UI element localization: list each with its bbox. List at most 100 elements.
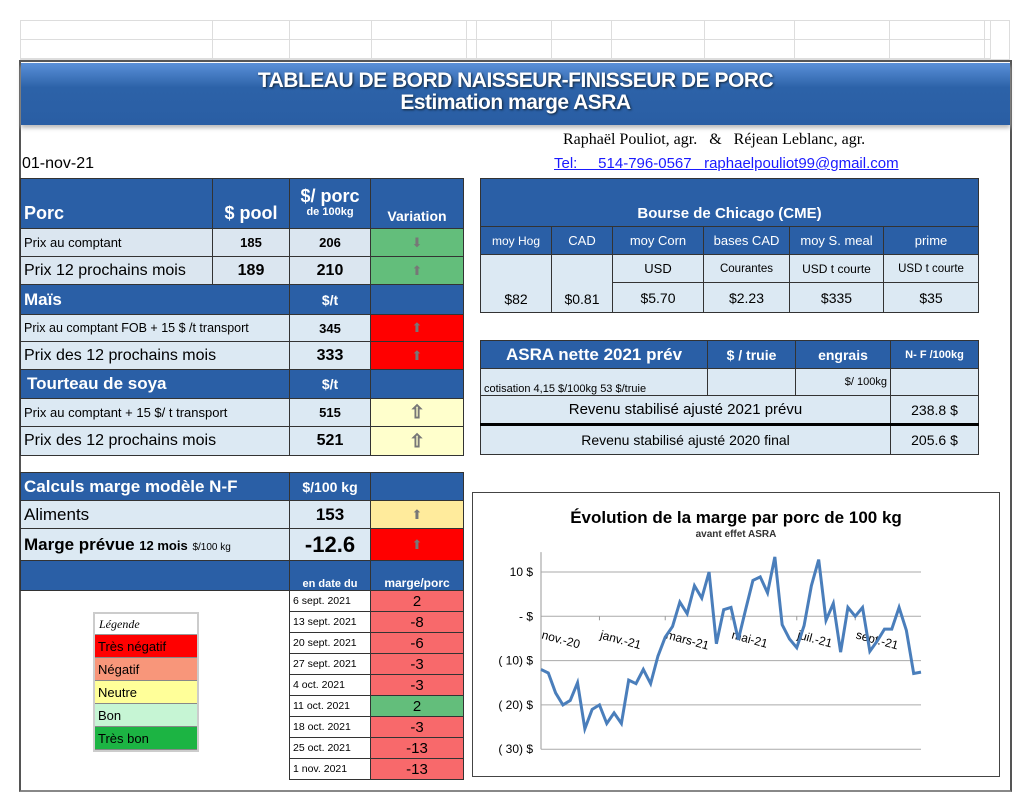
history-marge: -6	[370, 632, 464, 654]
porc-price-sub: de 100kg	[306, 205, 354, 218]
cotisation-text: cotisation 4,15 $/100kg 53 $/truie	[480, 368, 708, 396]
mais-header: Maïs	[20, 284, 290, 315]
marge-prevue-value: -12.6	[289, 528, 371, 561]
empty-cell	[370, 284, 464, 315]
truie-header: $ / truie	[707, 340, 796, 369]
chart-subtitle: avant effet ASRA	[696, 529, 777, 540]
history-row: 27 sept. 2021 -3	[20, 653, 464, 675]
bases-value: $2.23	[703, 282, 790, 313]
marge-unit: $/100 kg	[289, 472, 371, 501]
page-subtitle: Estimation marge ASRA	[400, 91, 631, 114]
history-date: 27 sept. 2021	[289, 653, 371, 675]
history-marge: -13	[370, 758, 464, 780]
empty-cell	[20, 590, 290, 612]
empty-cell	[370, 472, 464, 501]
marge-table: Calculs marge modèle N-F $/100 kg Aliment…	[20, 472, 464, 780]
contact-link[interactable]: Tel: 514-796-0567 raphaelpouliot99@gmail…	[554, 155, 899, 172]
pool-value: 185	[212, 228, 290, 257]
y-tick-label: ( 20) $	[498, 698, 533, 712]
y-tick-label: 10 $	[510, 565, 534, 579]
soya-value: 515	[289, 398, 371, 427]
history-row: 25 oct. 2021 -13	[20, 737, 464, 759]
marge-prevue-text: Marge prévue	[24, 534, 135, 554]
soya-unit: $/t	[289, 369, 371, 399]
history-date: 20 sept. 2021	[289, 632, 371, 654]
x-tick-label: janv.-21	[598, 627, 643, 652]
history-date: 6 sept. 2021	[289, 590, 371, 612]
history-marge: 2	[370, 695, 464, 717]
pool-value: 189	[212, 256, 290, 285]
corn-value: $5.70	[612, 282, 704, 313]
revenu-2021-label: Revenu stabilisé ajusté 2021 prévu	[480, 395, 891, 425]
history-marge: -3	[370, 653, 464, 675]
mais-value: 333	[289, 341, 371, 370]
chart-title: Évolution de la marge par porc de 100 kg	[570, 508, 902, 527]
legend-item: Négatif	[95, 658, 197, 681]
history-marge: -8	[370, 611, 464, 633]
table-row: Prix au comptant FOB + 15 $ /t transport…	[20, 314, 464, 342]
table-row: Prix au comptant 185 206 ⬇	[20, 228, 464, 257]
asra-table: ASRA nette 2021 prév $ / truie engrais N- F…	[480, 340, 979, 455]
marge-prevue-unit: $/100 kg	[192, 541, 231, 553]
col-header: moy S. meal	[789, 226, 884, 255]
history-date: 25 oct. 2021	[289, 737, 371, 759]
col-header: bases CAD	[703, 226, 790, 255]
empty-cell	[20, 560, 290, 591]
mais-unit: $/t	[289, 284, 371, 315]
history-marge: -13	[370, 737, 464, 759]
col-header: moy Corn	[612, 226, 704, 255]
smeal-value: $335	[789, 282, 884, 313]
chart-container: Évolution de la marge par porc de 100 kg…	[472, 492, 1000, 777]
history-row: 6 sept. 2021 2	[20, 590, 464, 612]
mais-value: 345	[289, 314, 371, 342]
table-row: Prix des 12 prochains mois 521 ⇧	[20, 426, 464, 456]
legend-item: Neutre	[95, 681, 197, 704]
revenu-2020-label: Revenu stabilisé ajusté 2020 final	[480, 424, 891, 455]
y-tick-label: ( 30) $	[498, 742, 533, 756]
history-date: 18 oct. 2021	[289, 716, 371, 738]
porc-value: 210	[289, 256, 371, 285]
empty-cell	[20, 758, 290, 780]
empty-cell	[890, 368, 979, 396]
date-header: en date du	[289, 560, 371, 591]
history-marge: 2	[370, 590, 464, 612]
engrais-header: engrais	[795, 340, 891, 369]
history-date: 11 oct. 2021	[289, 695, 371, 717]
legend: Légende Très négatif Négatif Neutre Bon Très…	[93, 612, 199, 752]
row-label: Prix au comptant FOB + 15 $ /t transport	[20, 314, 290, 342]
history-marge: -3	[370, 716, 464, 738]
marge-header: marge/porc	[370, 560, 464, 591]
marge-title: Calculs marge modèle N-F	[20, 472, 290, 501]
table-row: Prix 12 prochains mois 189 210 ⬆	[20, 256, 464, 285]
title-banner: TABLEAU DE BORD NAISSEUR-FINISSEUR DE PO…	[21, 63, 1010, 125]
unit: USD	[612, 254, 704, 283]
revenu-2021-value: 238.8 $	[890, 395, 979, 425]
prime-value: $35	[882, 282, 980, 313]
legend-item: Bon	[95, 704, 197, 727]
table-row: Prix des 12 prochains mois 333 ⬆	[20, 341, 464, 370]
y-tick-label: ( 10) $	[498, 654, 533, 668]
unit: USD t courte	[882, 254, 980, 283]
marge-prevue-label: Marge prévue 12 mois $/100 kg	[20, 528, 290, 561]
x-tick-label: nov.-20	[540, 628, 582, 652]
cme-title: Bourse de Chicago (CME)	[479, 178, 980, 227]
empty-cell	[370, 369, 464, 399]
empty-cell	[707, 368, 796, 396]
row-label: Prix des 12 prochains mois	[20, 426, 290, 456]
marge-prevue-sub: 12 mois	[139, 537, 188, 553]
aliments-value: 153	[289, 500, 371, 529]
col-header: CAD	[551, 226, 613, 255]
col-header: moy Hog	[480, 226, 552, 255]
history-row: 13 sept. 2021 -8	[20, 611, 464, 633]
history-row: 1 nov. 2021 -13	[20, 758, 464, 780]
history-row: 18 oct. 2021 -3	[20, 716, 464, 738]
row-label: Prix 12 prochains mois	[20, 256, 213, 285]
aliments-label: Aliments	[20, 500, 290, 529]
history-row: 20 sept. 2021 -6	[20, 632, 464, 654]
unit: Courantes	[703, 254, 790, 283]
legend-title: Légende	[95, 614, 197, 635]
row-label: Prix au comptant + 15 $/ t transport	[20, 398, 290, 427]
history-row: 4 oct. 2021 -3	[20, 674, 464, 696]
engrais-unit: $/ 100kg	[795, 368, 891, 396]
history-row: 11 oct. 2021 2	[20, 695, 464, 717]
